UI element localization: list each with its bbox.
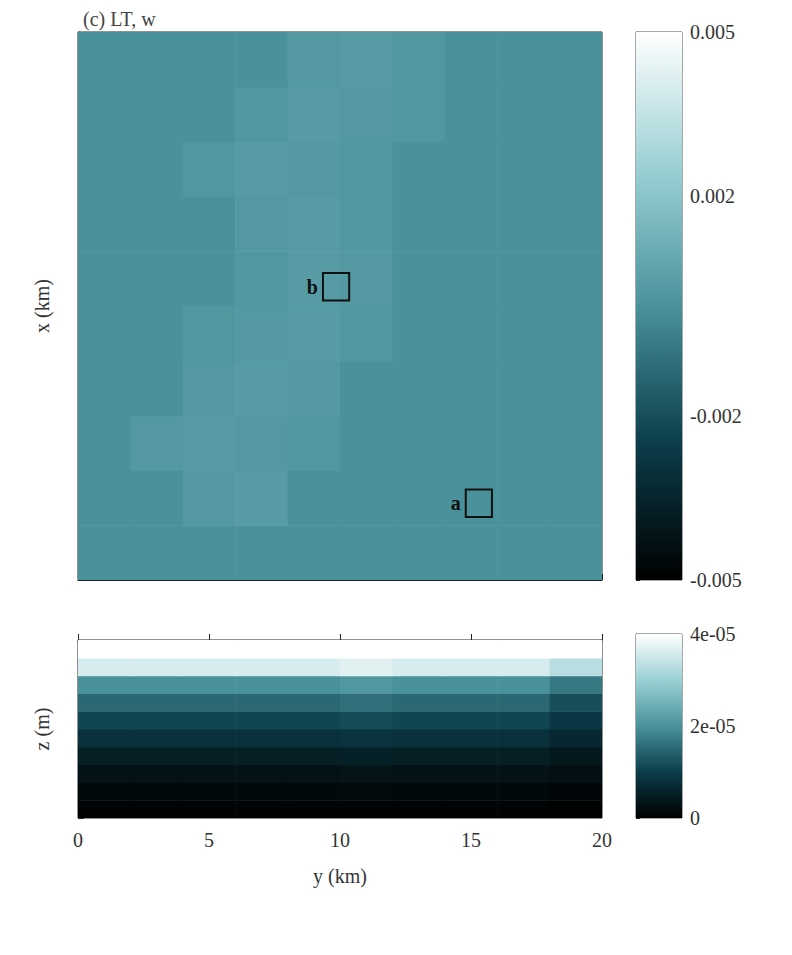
- svg-text:z (m): z (m): [31, 708, 54, 751]
- svg-text:x (km): x (km): [31, 279, 54, 333]
- svg-text:b: b: [307, 276, 318, 298]
- svg-text:(c) LT, w: (c) LT, w: [83, 8, 156, 31]
- svg-text:0.005: 0.005: [690, 21, 735, 43]
- svg-text:0: 0: [690, 807, 700, 829]
- svg-text:20: 20: [592, 829, 612, 851]
- svg-text:0: 0: [73, 829, 83, 851]
- svg-text:5: 5: [204, 829, 214, 851]
- svg-text:y (km): y (km): [313, 865, 367, 888]
- svg-text:4e-05: 4e-05: [690, 623, 736, 645]
- svg-text:-0.002: -0.002: [690, 405, 742, 427]
- svg-text:10: 10: [330, 829, 350, 851]
- svg-text:2e-05: 2e-05: [690, 715, 736, 737]
- svg-text:15: 15: [461, 829, 481, 851]
- svg-text:a: a: [451, 492, 461, 514]
- svg-text:-0.005: -0.005: [690, 569, 742, 591]
- svg-text:0.002: 0.002: [690, 185, 735, 207]
